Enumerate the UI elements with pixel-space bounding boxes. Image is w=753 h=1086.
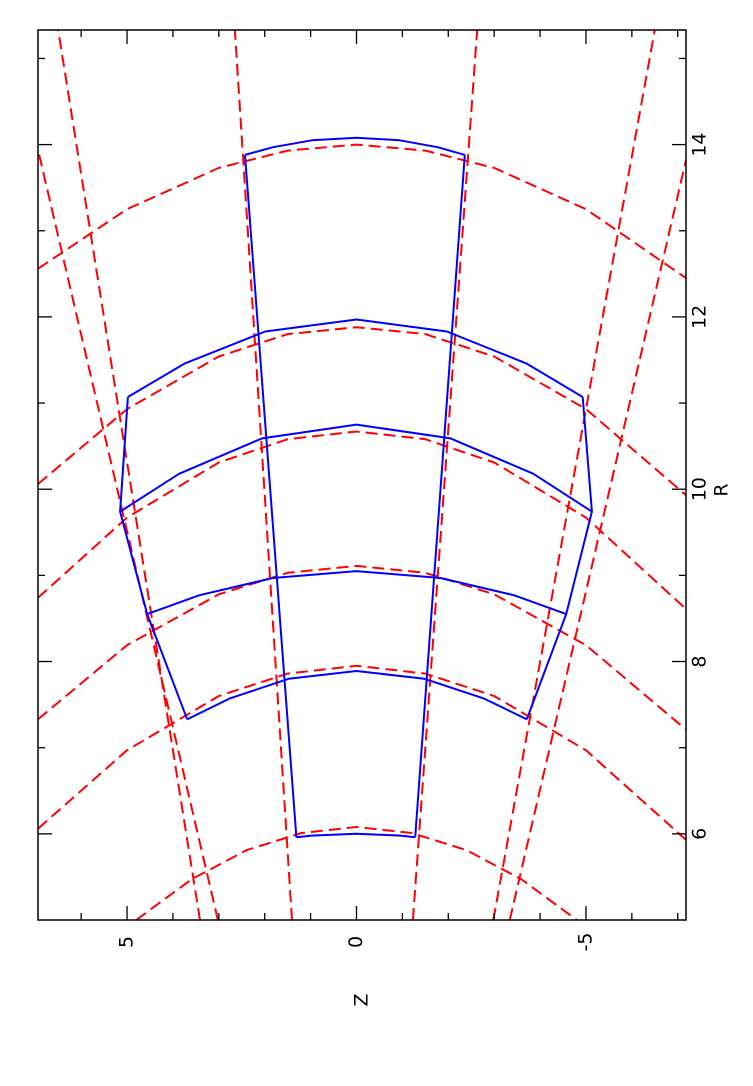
dashed-curve <box>38 564 686 731</box>
solid-curve <box>127 318 584 398</box>
plot-area <box>38 30 686 920</box>
dashed-curve <box>38 326 686 496</box>
y-axis-label: Z <box>351 993 373 1006</box>
solid-curve <box>525 396 593 720</box>
x-tick-label: 8 <box>689 655 711 667</box>
y-tick-label: 0 <box>345 936 367 948</box>
y-tick-label: 5 <box>116 936 138 948</box>
x-tick-label: 12 <box>689 305 711 329</box>
dashed-curve <box>508 159 686 920</box>
solid-curve <box>119 423 593 513</box>
y-tick-label: -5 <box>574 933 596 952</box>
dashed-curve <box>38 664 686 841</box>
x-tick-label: 6 <box>689 828 711 840</box>
solid-curve <box>119 396 189 720</box>
x-tick-label: 10 <box>689 477 711 501</box>
dashed-curve <box>38 143 686 279</box>
x-tick-label: 14 <box>689 132 711 156</box>
x-axis-label: R <box>711 483 733 496</box>
dashed-curve <box>492 30 656 920</box>
dashed-curve <box>233 30 293 920</box>
dashed-curve <box>38 430 686 610</box>
solid-curve <box>146 570 567 616</box>
dashed-curve <box>135 826 578 920</box>
dashed-curve <box>57 30 201 920</box>
solid-curve <box>244 136 466 156</box>
solid-curve <box>414 154 466 838</box>
plot-frame <box>37 29 687 921</box>
dashed-curve <box>411 30 479 920</box>
dashed-curve <box>38 149 219 920</box>
solid-curve <box>296 832 416 839</box>
solid-curve <box>244 154 298 838</box>
solid-curve <box>186 670 528 721</box>
